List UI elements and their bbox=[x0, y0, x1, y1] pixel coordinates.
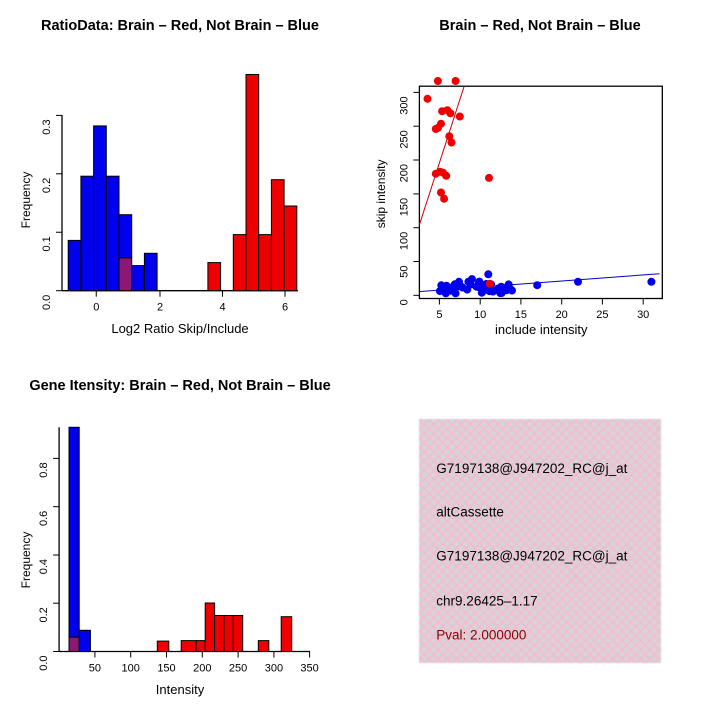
svg-text:Brain – Red, Not Brain – Blue: Brain – Red, Not Brain – Blue bbox=[439, 18, 640, 34]
svg-text:skip intensity: skip intensity bbox=[374, 160, 388, 229]
svg-text:0.0: 0.0 bbox=[41, 295, 53, 310]
svg-text:0.2: 0.2 bbox=[38, 607, 50, 622]
svg-text:6: 6 bbox=[282, 302, 288, 314]
svg-text:0: 0 bbox=[93, 302, 99, 314]
svg-text:Log2 Ratio Skip/Include: Log2 Ratio Skip/Include bbox=[111, 321, 248, 336]
svg-text:G7197138@J947202_RC@j_at: G7197138@J947202_RC@j_at bbox=[436, 549, 627, 564]
svg-text:4: 4 bbox=[219, 302, 225, 314]
svg-text:25: 25 bbox=[596, 309, 608, 321]
svg-text:15: 15 bbox=[515, 309, 527, 321]
svg-text:include intensity: include intensity bbox=[495, 322, 588, 337]
svg-text:2: 2 bbox=[157, 302, 163, 314]
svg-text:150: 150 bbox=[157, 663, 175, 675]
svg-text:0.4: 0.4 bbox=[38, 559, 50, 574]
svg-text:0.8: 0.8 bbox=[38, 462, 50, 477]
svg-text:0.1: 0.1 bbox=[41, 236, 53, 251]
svg-text:altCassette: altCassette bbox=[436, 505, 504, 520]
svg-text:0.2: 0.2 bbox=[41, 178, 53, 193]
svg-text:10: 10 bbox=[474, 309, 486, 321]
svg-text:300: 300 bbox=[265, 663, 283, 675]
svg-text:100: 100 bbox=[122, 663, 140, 675]
svg-text:0: 0 bbox=[398, 299, 410, 305]
svg-text:250: 250 bbox=[398, 130, 410, 148]
svg-text:50: 50 bbox=[398, 266, 410, 278]
svg-text:30: 30 bbox=[637, 309, 649, 321]
svg-text:5: 5 bbox=[436, 309, 442, 321]
svg-text:200: 200 bbox=[398, 164, 410, 182]
svg-text:Frequency: Frequency bbox=[19, 172, 33, 229]
svg-text:Pval: 2.000000: Pval: 2.000000 bbox=[436, 627, 526, 642]
svg-text:50: 50 bbox=[89, 663, 101, 675]
svg-text:0.3: 0.3 bbox=[41, 119, 53, 134]
svg-text:150: 150 bbox=[398, 198, 410, 216]
svg-text:100: 100 bbox=[398, 232, 410, 250]
svg-text:Gene Itensity: Brain – Red, No: Gene Itensity: Brain – Red, Not Brain – … bbox=[29, 378, 330, 394]
svg-text:0.0: 0.0 bbox=[38, 656, 50, 671]
svg-text:RatioData: Brain – Red, Not Br: RatioData: Brain – Red, Not Brain – Blue bbox=[41, 18, 319, 34]
svg-text:200: 200 bbox=[193, 663, 211, 675]
svg-text:Intensity: Intensity bbox=[156, 682, 205, 697]
svg-text:20: 20 bbox=[556, 309, 568, 321]
svg-text:350: 350 bbox=[300, 663, 318, 675]
svg-text:chr9.26425–1.17: chr9.26425–1.17 bbox=[436, 593, 537, 608]
svg-text:Frequency: Frequency bbox=[19, 532, 33, 589]
svg-text:250: 250 bbox=[229, 663, 247, 675]
svg-text:G7197138@J947202_RC@j_at: G7197138@J947202_RC@j_at bbox=[436, 461, 627, 476]
svg-text:300: 300 bbox=[398, 96, 410, 114]
svg-text:0.6: 0.6 bbox=[38, 511, 50, 526]
